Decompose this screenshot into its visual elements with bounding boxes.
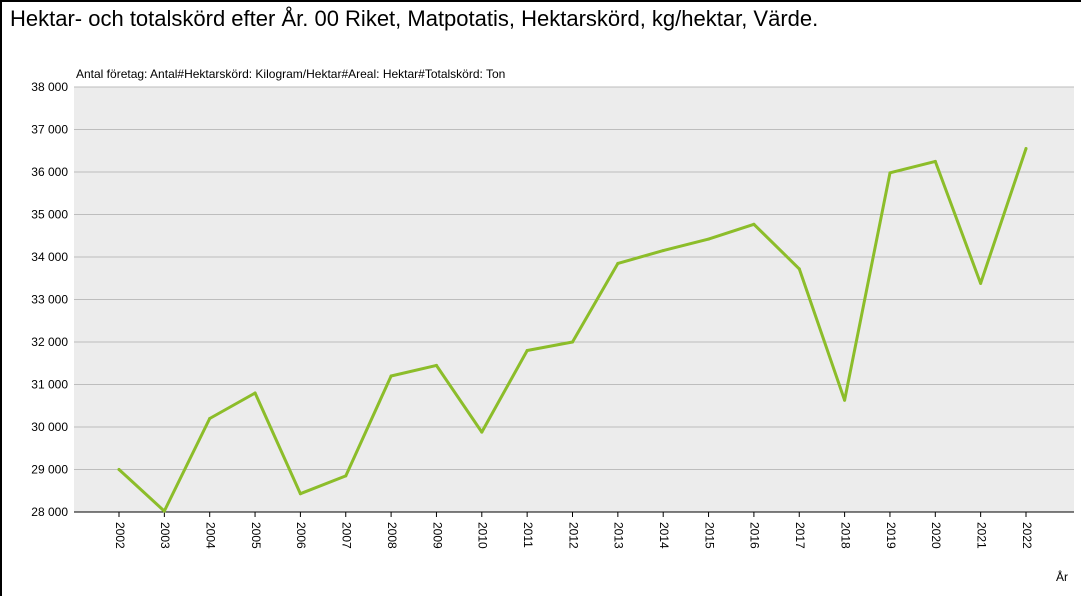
x-tick-label: 2021 [974,522,988,549]
x-tick-label: 2011 [521,522,535,548]
x-tick-label: 2018 [838,522,852,549]
data-point [162,509,166,513]
data-point [208,417,212,420]
data-point [661,249,665,253]
x-tick-label: 2006 [294,522,308,549]
x-tick-label: 2004 [204,522,218,549]
data-point [707,237,711,241]
data-point [344,474,348,478]
x-tick-label: 2017 [793,522,807,549]
x-tick-label: 2015 [702,522,716,549]
chart-title: Hektar- och totalskörd efter År. 00 Rike… [10,6,819,31]
y-tick-label: 32 000 [31,335,68,349]
data-point [525,349,529,352]
y-tick-label: 34 000 [31,250,68,264]
data-point [616,261,620,265]
data-point [1024,147,1028,151]
x-tick-label: 2019 [884,522,898,549]
y-tick-label: 29 000 [31,463,68,477]
data-point [253,391,257,395]
x-tick-label: 2013 [612,522,626,549]
x-tick-label: 2012 [566,522,580,549]
x-tick-label: 2002 [113,522,127,549]
x-tick-label: 2020 [929,522,943,549]
x-tick-label: 2009 [430,522,444,549]
y-tick-label: 30 000 [31,420,68,434]
y-tick-label: 28 000 [31,505,68,519]
x-tick-label: 2005 [249,522,263,549]
data-point [752,222,756,226]
data-point [843,398,847,402]
x-tick-label: 2007 [340,522,354,549]
data-point [117,468,121,471]
x-tick-label: 2010 [476,522,490,549]
data-point [389,374,393,378]
y-tick-label: 37 000 [31,123,68,137]
data-point [571,340,574,344]
data-point [480,430,484,434]
y-tick-label: 35 000 [31,208,68,222]
data-point [434,363,438,367]
data-point [298,492,302,496]
y-tick-label: 36 000 [31,165,68,179]
data-point [797,267,801,271]
y-tick-label: 31 000 [31,378,68,392]
chart-subtitle: Antal företag: Antal#Hektarskörd: Kilogr… [76,67,506,81]
x-tick-label: 2003 [158,522,172,549]
data-point [933,159,937,163]
data-point [888,171,892,175]
x-axis-title: År [1056,570,1068,584]
x-tick-label: 2022 [1020,522,1034,549]
x-tick-label: 2014 [657,522,671,549]
x-tick-label: 2016 [748,522,762,549]
data-point [979,281,983,285]
y-tick-label: 38 000 [31,80,68,94]
x-tick-label: 2008 [385,522,399,549]
y-tick-label: 33 000 [31,293,68,307]
